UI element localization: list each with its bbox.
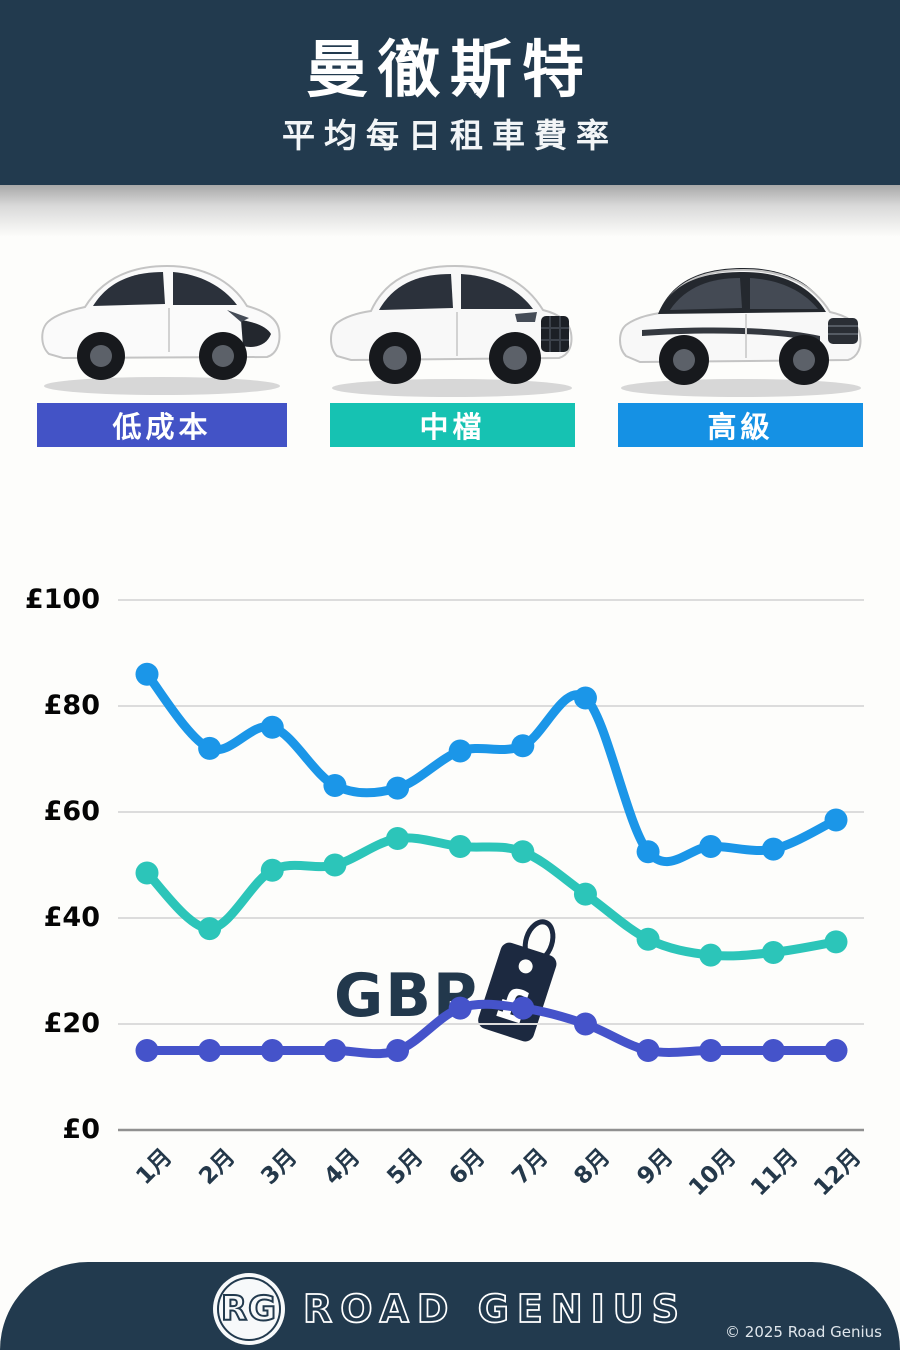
rg-logo-text: RG <box>220 1288 278 1330</box>
page-subtitle: 平均每日租車費率 <box>282 116 618 155</box>
copyright-text: © 2025 Road Genius <box>725 1323 882 1341</box>
series-point <box>511 734 535 758</box>
series-point <box>135 662 159 686</box>
currency-badge: GBP £ <box>0 455 900 1042</box>
series-point <box>824 1039 848 1062</box>
series-point <box>198 917 222 941</box>
x-tick-label: 10月 <box>683 1144 742 1202</box>
x-tick-label: 5月 <box>381 1144 428 1190</box>
x-tick-label: 4月 <box>319 1144 366 1190</box>
series-point <box>761 1039 785 1062</box>
x-tick-label: 6月 <box>444 1144 491 1190</box>
brand-lockup: RG ROAD GENIUS <box>0 1262 900 1350</box>
series-point <box>386 1039 410 1062</box>
x-tick-label: 12月 <box>809 1144 867 1202</box>
premium-car-image <box>619 268 862 397</box>
brand-name: ROAD GENIUS <box>302 1286 688 1332</box>
series-point <box>448 834 472 858</box>
midrange-car-image <box>330 264 573 397</box>
series-point <box>636 840 660 864</box>
series-point <box>386 776 410 800</box>
page-title: 曼徹斯特 <box>305 33 594 106</box>
y-tick-label: £60 <box>43 796 100 827</box>
series-point <box>386 827 410 850</box>
x-tick-label: 11月 <box>746 1144 804 1202</box>
series-point <box>699 1039 723 1062</box>
y-tick-label: £20 <box>43 1008 100 1039</box>
price-tag-icon: £ <box>478 919 557 1042</box>
header: 曼徹斯特 平均每日租車費率 <box>0 0 900 185</box>
series-point <box>824 808 848 832</box>
footer: RG ROAD GENIUS © 2025 Road Genius <box>0 1262 900 1350</box>
series-point <box>448 739 472 763</box>
x-tick-label: 3月 <box>256 1144 303 1190</box>
category-label-economy: 低成本 <box>37 403 287 447</box>
y-tick-label: £80 <box>43 690 100 721</box>
series-point <box>260 1039 284 1062</box>
series-point <box>323 1039 347 1062</box>
series-point <box>699 943 723 967</box>
x-tick-label: 2月 <box>194 1144 241 1190</box>
series-point <box>260 715 284 739</box>
series-point <box>260 858 284 882</box>
category-label-premium: 高級 <box>618 403 863 447</box>
series-point <box>636 927 660 951</box>
x-tick-label: 9月 <box>632 1144 679 1190</box>
y-tick-label: £100 <box>24 584 100 615</box>
rg-logo: RG <box>212 1273 285 1345</box>
series-point <box>824 930 848 954</box>
series-point <box>636 1039 660 1062</box>
y-tick-label: £0 <box>62 1114 100 1145</box>
series-point <box>198 1039 222 1062</box>
series-point <box>135 1039 159 1062</box>
series-point <box>761 837 785 861</box>
category-label-midrange: 中檔 <box>330 403 575 447</box>
series-point <box>323 774 347 797</box>
series-point <box>135 861 159 885</box>
series-point <box>573 882 597 906</box>
series-point <box>198 736 222 760</box>
x-tick-label: 8月 <box>569 1144 616 1190</box>
header-shadow <box>0 185 900 237</box>
x-tick-label: 1月 <box>131 1144 178 1190</box>
economy-car-image <box>41 264 281 395</box>
series-point <box>699 834 723 858</box>
series-point <box>761 940 785 964</box>
y-tick-label: £40 <box>43 902 100 933</box>
series-point <box>323 853 347 877</box>
series-line <box>142 669 841 867</box>
series-point <box>511 840 535 864</box>
series-point <box>573 686 597 710</box>
x-tick-label: 7月 <box>507 1144 554 1190</box>
